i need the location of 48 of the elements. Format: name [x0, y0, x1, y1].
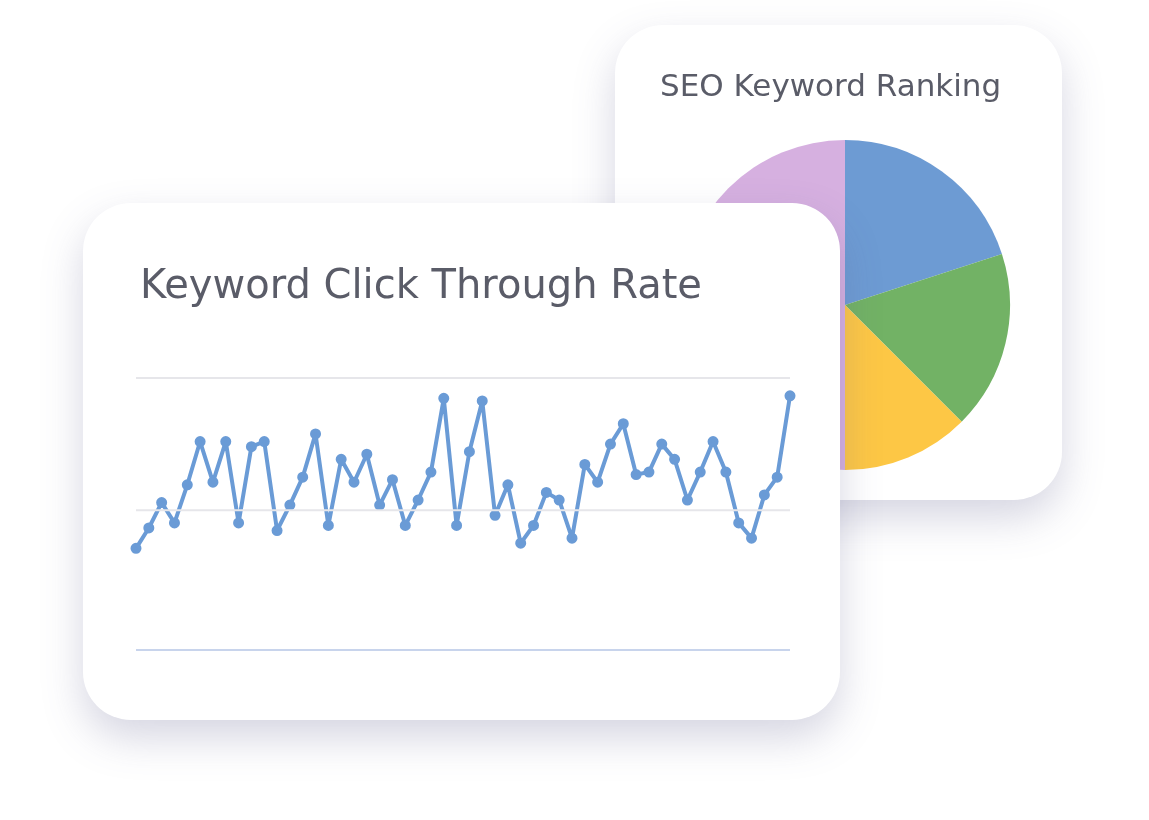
point	[310, 428, 322, 440]
point	[297, 471, 309, 483]
point	[579, 458, 591, 470]
point	[258, 436, 270, 448]
point	[412, 494, 424, 506]
point	[451, 519, 463, 531]
point	[181, 479, 193, 491]
point	[374, 499, 386, 511]
chart-title: Keyword Click Through Rate	[140, 261, 702, 307]
point	[553, 494, 565, 506]
point	[476, 395, 488, 407]
point	[592, 476, 604, 488]
point	[438, 392, 450, 404]
point	[720, 466, 732, 478]
point	[540, 486, 552, 498]
point	[284, 499, 296, 511]
point	[669, 453, 681, 465]
point	[656, 438, 668, 450]
point	[425, 466, 437, 478]
point	[758, 489, 770, 501]
point	[361, 448, 373, 460]
point	[746, 532, 758, 544]
point	[233, 517, 245, 529]
point	[220, 436, 232, 448]
point	[681, 494, 693, 506]
point	[156, 497, 168, 509]
point	[528, 519, 540, 531]
point	[335, 453, 347, 465]
point	[617, 418, 629, 430]
point	[784, 390, 796, 402]
point	[463, 446, 475, 458]
point	[143, 522, 155, 534]
point	[643, 466, 655, 478]
point	[630, 469, 642, 481]
point	[566, 532, 578, 544]
point	[168, 517, 180, 529]
point	[245, 441, 257, 453]
point	[322, 519, 334, 531]
point	[502, 479, 514, 491]
point	[130, 542, 142, 554]
chart-title: SEO Keyword Ranking	[660, 67, 1002, 103]
point	[271, 525, 283, 537]
point	[604, 438, 616, 450]
point	[348, 476, 360, 488]
point	[694, 466, 706, 478]
point	[515, 537, 527, 549]
point	[733, 517, 745, 529]
point	[771, 471, 783, 483]
